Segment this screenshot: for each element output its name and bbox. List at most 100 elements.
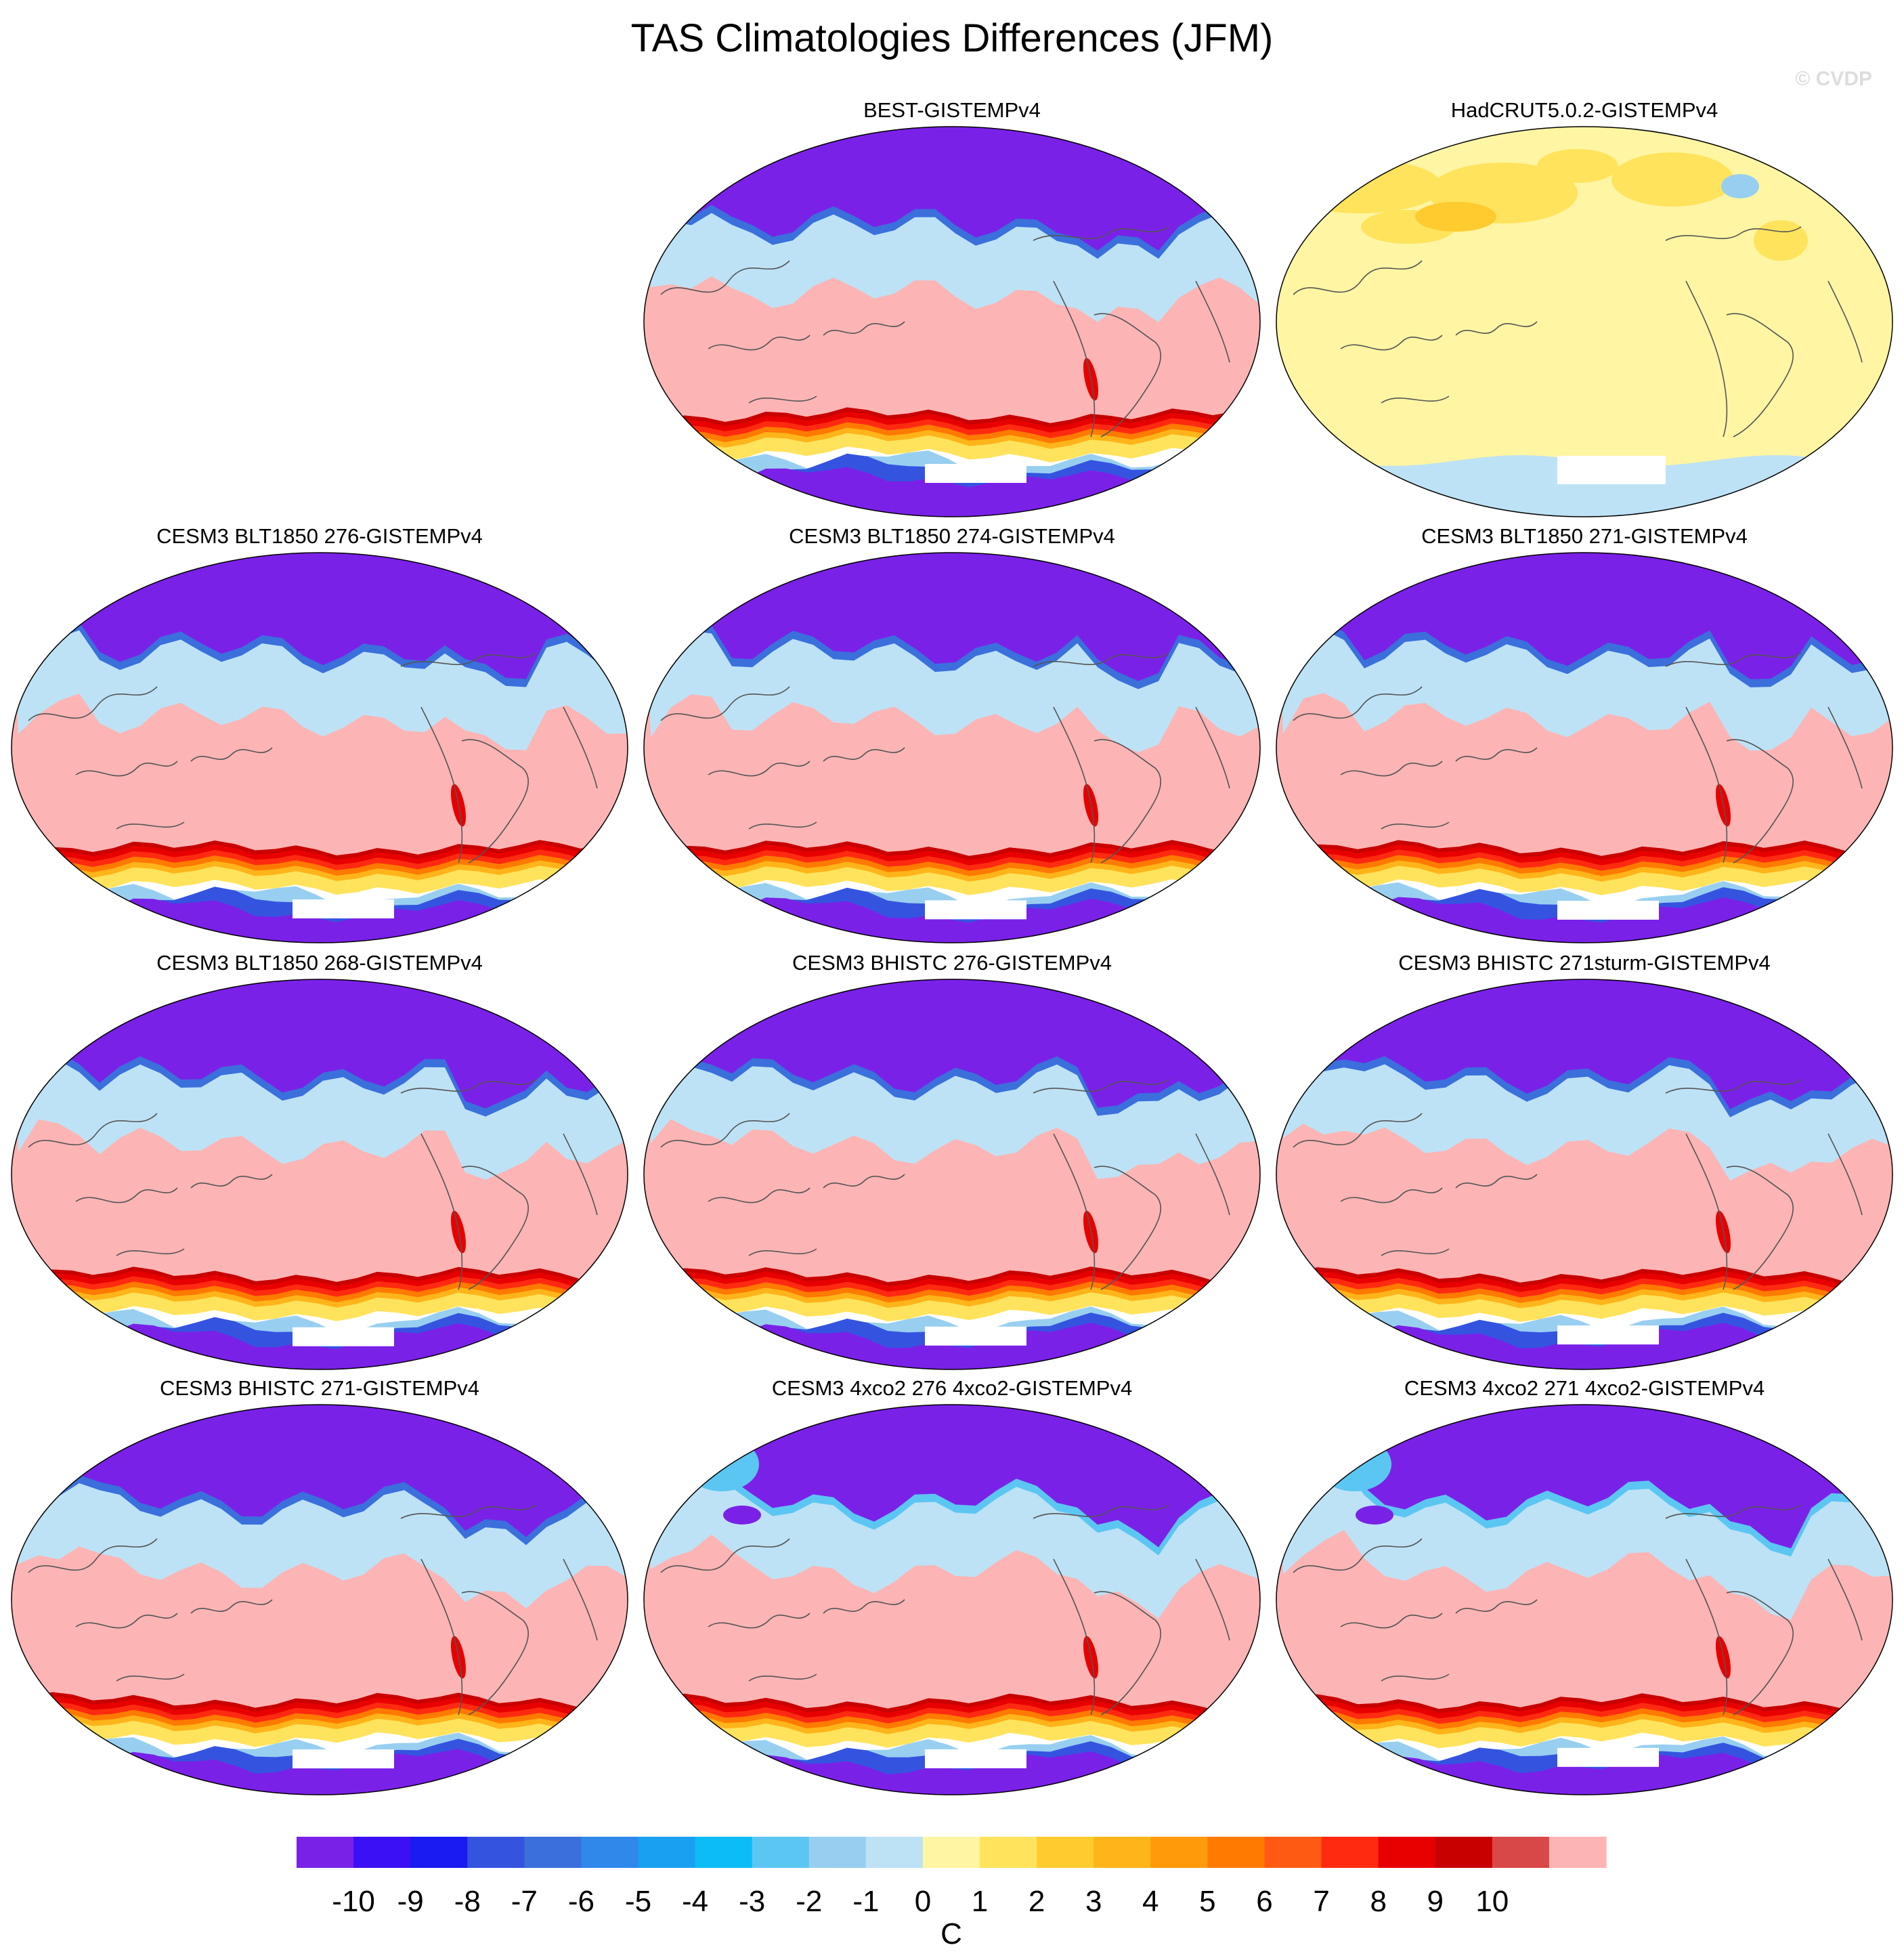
coastline: [1685, 1133, 1728, 1290]
map-panel: CESM3 4xco2 276 4xco2-GISTEMPv4: [643, 1376, 1261, 1795]
northern-cold-region: [12, 979, 628, 1109]
coastline: [708, 1187, 810, 1203]
map-panel: CESM3 BLT1850 274-GISTEMPv4: [643, 524, 1261, 943]
coastline: [28, 1538, 158, 1573]
coastline: [420, 1133, 463, 1290]
colorbar-tick-label: -5: [625, 1885, 651, 1918]
panel-title: HadCRUT5.0.2-GISTEMPv4: [1451, 98, 1718, 122]
colorbar-swatch: [1435, 1837, 1493, 1868]
map-outline: [11, 979, 628, 1370]
coastline: [1665, 1079, 1802, 1094]
colorbar-tick-label: 8: [1370, 1885, 1386, 1918]
coastline: [1033, 226, 1169, 241]
coastline: [420, 706, 463, 864]
coastline: [1726, 313, 1794, 438]
northern-cold-region: [644, 127, 1260, 251]
colorbar-swatch: [524, 1837, 582, 1868]
missing-data-region: [293, 899, 394, 919]
map-outline: [643, 552, 1261, 943]
colorbar-swatch: [752, 1837, 810, 1868]
northern-cold-region: [644, 553, 1260, 681]
coastline: [1381, 822, 1450, 830]
coastline: [708, 761, 810, 777]
coastline: [1053, 1133, 1096, 1290]
coastline: [400, 1079, 537, 1094]
colorbar: -10 -9 -8 -7 -6 -5 -4 -3 -2 -1 0 1 2 3 4 5 6 7 8 9 10C: [297, 1837, 1607, 1951]
northern-cold-region: [12, 553, 628, 679]
map-outline: [1276, 1404, 1893, 1795]
coastline: [823, 747, 905, 762]
panel-title: CESM3 BHISTC 271sturm-GISTEMPv4: [1398, 951, 1771, 975]
coastline: [708, 335, 810, 351]
missing-data-region: [925, 1749, 1026, 1768]
coastline: [1340, 761, 1443, 777]
map-outline: [1276, 552, 1893, 943]
coastline: [708, 1613, 810, 1629]
coastline: [823, 1174, 905, 1189]
coastline: [1455, 1599, 1538, 1614]
northern-cold-region: [644, 1405, 1260, 1548]
coastline: [1685, 706, 1728, 864]
coastline: [563, 1558, 598, 1641]
colorbar-swatch: [980, 1837, 1037, 1868]
northern-cool-transition: [1317, 1437, 1391, 1491]
coastline: [748, 1248, 817, 1256]
map-panel: CESM3 BHISTC 271-GISTEMPv4: [11, 1376, 628, 1795]
coastline: [1195, 706, 1230, 789]
coastline: [1827, 280, 1863, 363]
coastline: [1827, 1558, 1863, 1641]
colorbar-tick-label: -4: [682, 1885, 708, 1918]
colorbar-tick-label: -7: [511, 1885, 538, 1918]
colorbar-tick-label: 2: [1029, 1885, 1045, 1918]
coastline: [28, 686, 158, 721]
coastline: [1665, 1504, 1802, 1519]
colorbar-swatch: [467, 1837, 525, 1868]
coastline: [1340, 1187, 1443, 1203]
coastline: [823, 1599, 905, 1614]
colorbar-swatch: [581, 1837, 639, 1868]
coastline: [1685, 1558, 1728, 1716]
panel-title: CESM3 BLT1850 274-GISTEMPv4: [789, 524, 1115, 548]
coastline: [1293, 1113, 1423, 1148]
map-outline: [11, 552, 628, 943]
colorbar-swatch: [1549, 1837, 1607, 1868]
missing-data-region: [925, 1326, 1026, 1346]
map-panel: CESM3 BLT1850 276-GISTEMPv4: [11, 524, 628, 943]
colorbar-tick-label: 5: [1199, 1885, 1215, 1918]
coastline: [1455, 747, 1538, 762]
coastline: [1726, 1591, 1794, 1716]
colorbar-tick-label: 6: [1256, 1885, 1272, 1918]
missing-data-region: [925, 900, 1026, 920]
coastline: [1293, 260, 1423, 295]
warm-anomaly-patch: [1280, 159, 1442, 213]
coastline: [660, 686, 790, 721]
map-outline: [1276, 126, 1893, 517]
panel-title: CESM3 BLT1850 276-GISTEMPv4: [156, 524, 483, 548]
warm-anomaly-patch: [1415, 202, 1496, 232]
coastline: [420, 1558, 463, 1716]
colorbar-swatch: [410, 1837, 468, 1868]
missing-data-region: [1557, 1747, 1659, 1767]
colorbar-tick-label: 7: [1313, 1885, 1329, 1918]
coastline: [461, 1166, 529, 1290]
coastline: [75, 761, 178, 777]
coastline: [75, 1613, 178, 1629]
warm-anomaly-patch: [1611, 152, 1733, 207]
coastline: [1094, 1591, 1162, 1716]
colorbar-tick-label: -2: [796, 1885, 822, 1918]
coastline: [748, 1674, 817, 1682]
coastline: [1195, 280, 1230, 363]
colorbar-tick-label: 0: [915, 1885, 931, 1918]
coastline: [1195, 1558, 1230, 1641]
colorbar-tick-label: -1: [852, 1885, 879, 1918]
coastline: [75, 1187, 178, 1203]
colorbar-tick-label: 4: [1142, 1885, 1159, 1918]
northern-cold-region: [1356, 1506, 1393, 1525]
coastline: [1094, 1166, 1162, 1290]
coastline: [400, 652, 537, 667]
panel-title: CESM3 BHISTC 271-GISTEMPv4: [160, 1376, 479, 1400]
panel-title: CESM3 BLT1850 268-GISTEMPv4: [156, 951, 483, 975]
colorbar-swatch: [808, 1837, 867, 1868]
coastline: [1053, 1558, 1096, 1716]
